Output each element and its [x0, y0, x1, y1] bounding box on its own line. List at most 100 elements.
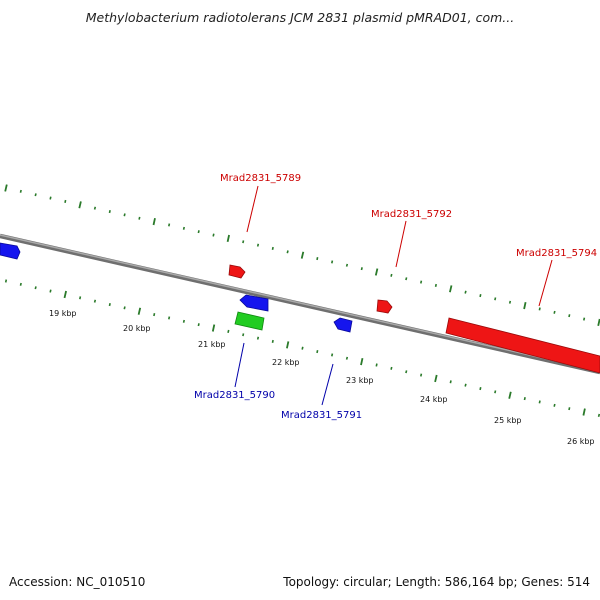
minor-tick: [64, 199, 67, 203]
gene-label-mrad2831-5792: Mrad2831_5792: [371, 209, 452, 220]
minor-tick: [49, 196, 52, 200]
minor-tick: [583, 317, 586, 321]
gene-mrad2831-5792[interactable]: [376, 299, 393, 314]
major-tick: [508, 391, 512, 399]
minor-tick: [242, 333, 245, 337]
minor-tick: [227, 329, 230, 333]
minor-tick: [464, 290, 467, 294]
minor-tick: [553, 310, 556, 314]
minor-tick: [49, 289, 52, 293]
scale-label-22: 22 kbp: [272, 358, 300, 367]
minor-tick: [375, 363, 378, 367]
minor-tick: [34, 193, 37, 197]
gene-label-mrad2831-5789: Mrad2831_5789: [220, 173, 301, 184]
major-tick: [226, 234, 230, 242]
minor-tick: [182, 226, 185, 230]
minor-tick: [553, 403, 556, 407]
minor-tick: [197, 323, 200, 327]
minor-tick: [197, 230, 200, 234]
minor-tick: [449, 380, 452, 384]
minor-tick: [182, 319, 185, 323]
major-tick: [374, 268, 379, 276]
major-tick: [4, 184, 8, 192]
minor-tick: [93, 299, 97, 303]
minor-tick: [316, 350, 319, 354]
minor-tick: [168, 223, 171, 227]
minor-tick: [138, 216, 141, 220]
minor-tick: [568, 314, 571, 318]
major-tick: [152, 218, 156, 226]
scale-label-19: 19 kbp: [49, 309, 77, 318]
accession-text: Accession: NC_010510: [9, 575, 146, 589]
scale-label-21: 21 kbp: [198, 340, 226, 349]
minor-tick: [508, 300, 512, 304]
major-tick: [360, 358, 364, 366]
scale-label-20: 20 kbp: [123, 324, 151, 333]
scale-label-24: 24 kbp: [420, 395, 448, 404]
minor-tick: [597, 413, 600, 417]
minor-tick: [286, 250, 289, 254]
callout-lines: [234, 185, 553, 406]
minor-tick: [108, 303, 111, 307]
minor-tick: [568, 407, 571, 411]
minor-tick: [479, 387, 482, 391]
minor-tick: [331, 353, 334, 357]
minor-tick: [271, 339, 274, 343]
minor-tick: [316, 257, 319, 261]
minor-tick: [19, 282, 22, 286]
minor-tick: [19, 189, 22, 193]
gene-label-mrad2831-5790: Mrad2831_5790: [194, 390, 275, 401]
scale-labels: 19 kbp 20 kbp 21 kbp 22 kbp 23 kbp 24 kb…: [49, 309, 595, 446]
major-tick: [582, 408, 586, 416]
minor-tick: [494, 297, 497, 301]
forward-tick-track: [4, 184, 600, 326]
minor-tick: [153, 313, 156, 317]
map-title: Methylobacterium radiotolerans JCM 2831 …: [85, 10, 515, 25]
minor-tick: [494, 390, 497, 394]
major-tick: [434, 374, 438, 383]
gene-rna[interactable]: [234, 311, 265, 331]
gene-features: [0, 242, 600, 374]
minor-tick: [538, 307, 541, 311]
gene-label-mrad2831-5794: Mrad2831_5794: [516, 248, 597, 259]
major-tick: [300, 251, 305, 259]
minor-tick: [479, 294, 482, 298]
minor-tick: [34, 286, 37, 290]
minor-tick: [271, 246, 274, 250]
gene-mrad2831-5791[interactable]: [333, 317, 353, 333]
gene-mrad2831-5790[interactable]: [239, 294, 269, 312]
minor-tick: [420, 280, 423, 284]
minor-tick: [464, 383, 467, 387]
minor-tick: [523, 397, 526, 401]
gene-left-edge[interactable]: [0, 242, 21, 260]
minor-tick: [405, 370, 408, 374]
major-tick: [63, 290, 67, 299]
minor-tick: [212, 233, 215, 237]
minor-tick: [390, 366, 393, 370]
gene-mrad2831-5789[interactable]: [228, 264, 246, 279]
major-tick: [449, 285, 453, 293]
reverse-tick-track: [4, 279, 600, 417]
minor-tick: [301, 346, 304, 350]
minor-tick: [405, 277, 408, 281]
minor-tick: [345, 356, 349, 360]
minor-tick: [420, 373, 423, 377]
major-tick: [211, 324, 216, 332]
minor-tick: [345, 263, 349, 267]
minor-tick: [538, 400, 541, 404]
minor-tick: [168, 316, 171, 320]
major-tick: [523, 302, 527, 310]
minor-tick: [4, 279, 8, 283]
scale-label-26: 26 kbp: [567, 437, 595, 446]
scale-label-25: 25 kbp: [494, 416, 522, 425]
gene-mrad2831-5794[interactable]: [445, 317, 600, 374]
major-tick: [286, 341, 290, 349]
major-tick: [78, 201, 82, 209]
minor-tick: [242, 240, 245, 244]
minor-tick: [256, 336, 260, 340]
minor-tick: [360, 267, 363, 271]
minor-tick: [390, 273, 393, 277]
minor-tick: [93, 206, 97, 210]
gene-label-mrad2831-5791: Mrad2831_5791: [281, 410, 362, 421]
